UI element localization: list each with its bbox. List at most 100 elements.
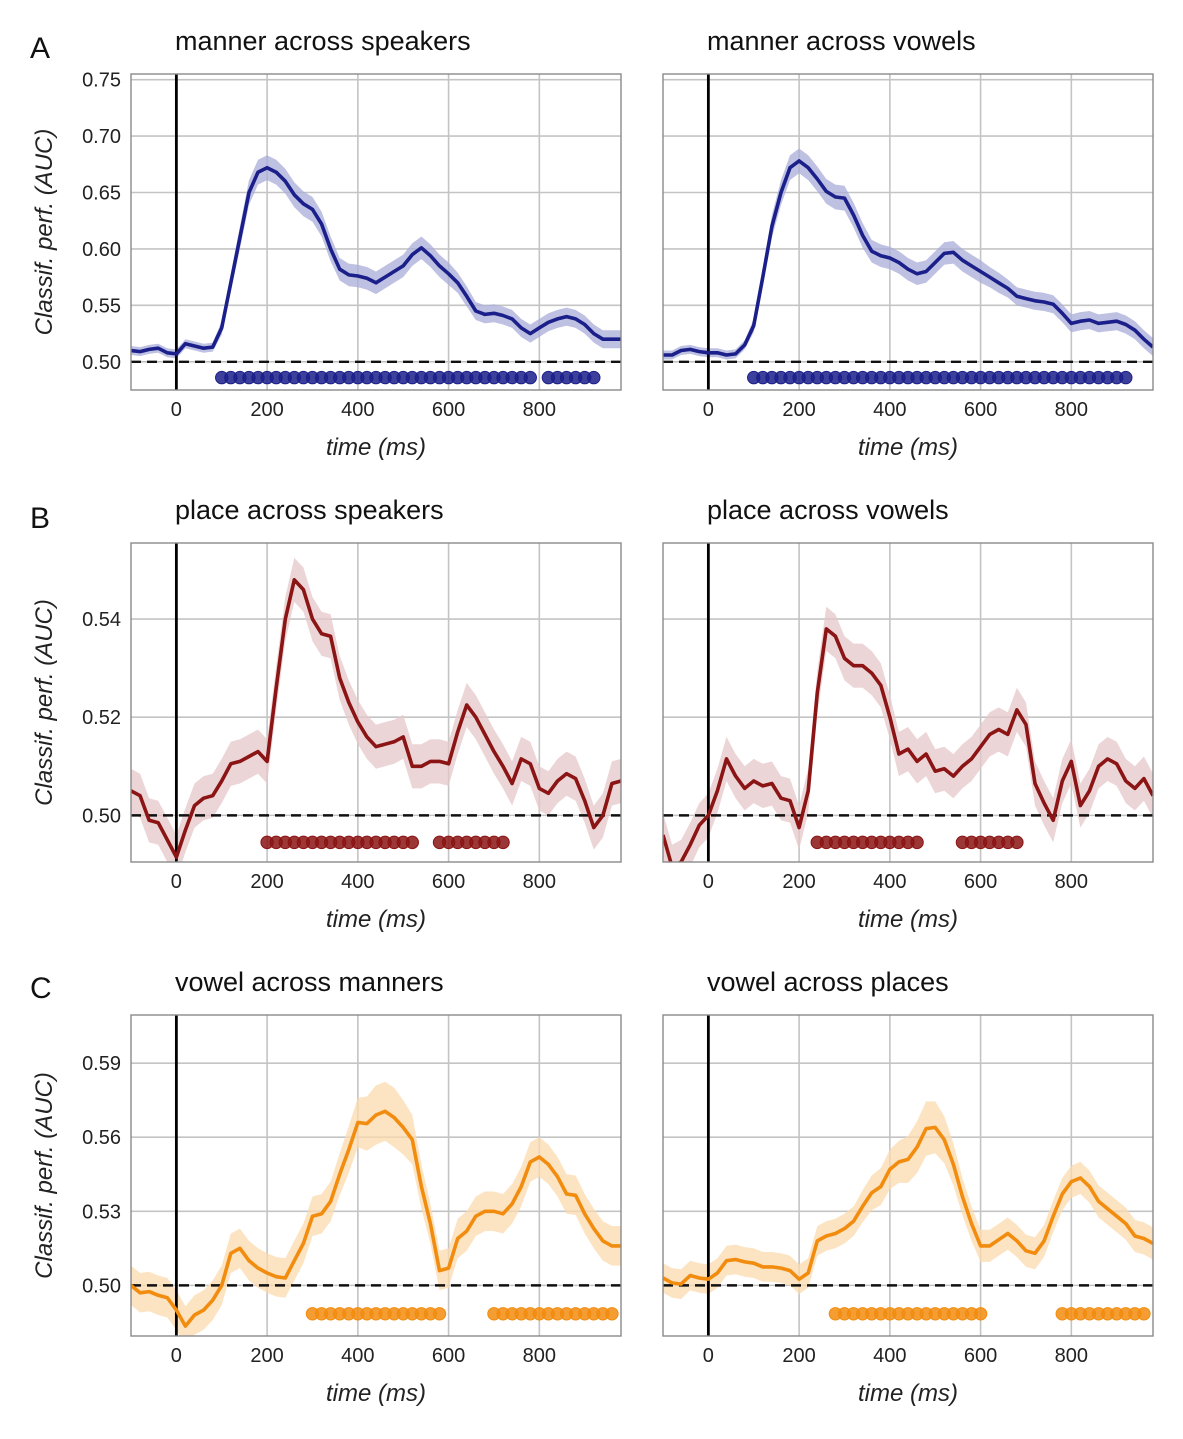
x-axis-label: time (ms) [858, 906, 958, 933]
x-tick-label: 200 [782, 399, 815, 421]
plot-area [131, 74, 621, 390]
y-axis-label: Classif. perf. (AUC) [31, 1072, 58, 1279]
y-tick-label: 0.75 [82, 70, 121, 92]
y-tick-label: 0.53 [82, 1201, 121, 1223]
x-tick-label: 0 [703, 399, 714, 421]
x-tick-label: 400 [341, 871, 374, 893]
y-tick-label: 0.70 [82, 126, 121, 148]
error-band [131, 557, 621, 862]
chart-title: place across vowels [707, 495, 949, 525]
plot-area [131, 1015, 621, 1336]
x-tick-label: 400 [341, 399, 374, 421]
chart-panel-4: 0 200 400 600 800 time (ms) place across vowel… [662, 495, 1154, 933]
x-tick-label: 400 [341, 1345, 374, 1367]
plot-frame [130, 1014, 622, 1337]
x-tick-label: 800 [1055, 871, 1088, 893]
series-line [131, 165, 621, 356]
y-tick-label: 0.60 [82, 239, 121, 261]
x-tick-label: 800 [1055, 399, 1088, 421]
x-tick-label: 0 [171, 871, 182, 893]
series-line [663, 627, 1153, 862]
plot-frame [130, 542, 622, 863]
chart-title: vowel across manners [175, 967, 444, 997]
x-tick-label: 600 [432, 399, 465, 421]
significance-marker [496, 835, 510, 850]
chart-panel-6: 0 200 400 600 800 time (ms) vowel across place… [662, 967, 1154, 1407]
plot-area [663, 543, 1153, 862]
x-axis-label: time (ms) [858, 434, 958, 461]
chart-panel-5: 0 200 400 600 800 0.50 0.53 0.56 0.59 time (ms) Cl… [30, 967, 622, 1407]
series-line [663, 159, 1153, 357]
significance-marker [910, 835, 924, 850]
x-tick-label: 800 [523, 399, 556, 421]
chart-title: vowel across places [707, 967, 949, 997]
plot-area [663, 1015, 1153, 1336]
x-tick-label: 0 [703, 871, 714, 893]
x-tick-label: 0 [171, 399, 182, 421]
y-tick-label: 0.50 [82, 352, 121, 374]
x-tick-label: 400 [873, 399, 906, 421]
x-tick-label: 200 [782, 1345, 815, 1367]
significance-marker [587, 370, 601, 385]
plot-frame [662, 542, 1154, 863]
x-tick-label: 800 [523, 871, 556, 893]
series-line [131, 1109, 621, 1328]
y-tick-label: 0.54 [82, 609, 121, 631]
x-tick-label: 400 [873, 1345, 906, 1367]
y-tick-label: 0.65 [82, 183, 121, 205]
x-tick-label: 800 [1055, 1345, 1088, 1367]
chart-title: manner across vowels [707, 26, 976, 56]
y-tick-label: 0.56 [82, 1127, 121, 1149]
x-axis-label: time (ms) [326, 1380, 426, 1407]
plot-frame [662, 73, 1154, 391]
x-tick-label: 0 [171, 1345, 182, 1367]
significance-marker [523, 370, 537, 385]
significance-marker [1010, 835, 1024, 850]
significance-marker [432, 1307, 447, 1321]
chart-panel-1: 0 200 400 600 800 0.50 0.55 0.60 0.65 0.70 0.75 tim… [30, 26, 622, 461]
x-tick-label: 200 [250, 399, 283, 421]
x-tick-label: 200 [250, 1345, 283, 1367]
series-line [131, 578, 621, 859]
panel-letter: C [30, 972, 52, 1005]
significance-marker [405, 835, 419, 850]
plot-frame [130, 73, 622, 391]
x-tick-label: 600 [432, 871, 465, 893]
plot-area [131, 543, 621, 862]
x-tick-label: 600 [432, 1345, 465, 1367]
x-tick-label: 800 [523, 1345, 556, 1367]
y-tick-label: 0.50 [82, 1275, 121, 1297]
x-axis-label: time (ms) [326, 906, 426, 933]
x-tick-label: 200 [782, 871, 815, 893]
x-tick-label: 600 [964, 399, 997, 421]
error-band [131, 1081, 621, 1336]
y-tick-label: 0.52 [82, 707, 121, 729]
significance-marker [605, 1307, 619, 1321]
y-axis-label: Classif. perf. (AUC) [31, 129, 58, 336]
x-axis-label: time (ms) [858, 1380, 958, 1407]
y-tick-label: 0.55 [82, 295, 121, 317]
error-band [663, 1101, 1153, 1299]
significance-marker [1119, 370, 1133, 385]
x-tick-label: 600 [964, 871, 997, 893]
y-axis-label: Classif. perf. (AUC) [31, 599, 58, 806]
x-tick-label: 0 [703, 1345, 714, 1367]
chart-title: place across speakers [175, 495, 444, 525]
series-line [663, 1125, 1153, 1286]
x-tick-label: 400 [873, 871, 906, 893]
chart-panel-3: 0 200 400 600 800 0.50 0.52 0.54 time (ms) Classi… [30, 495, 622, 933]
error-band [131, 155, 621, 359]
significance-marker [1137, 1307, 1151, 1321]
chart-panel-2: 0 200 400 600 800 time (ms) manner across vowe… [662, 26, 1154, 461]
plot-area [663, 74, 1153, 390]
panel-letter: B [30, 502, 50, 535]
significance-marker [973, 1307, 988, 1321]
panel-letter: A [30, 32, 50, 65]
y-tick-label: 0.50 [82, 805, 121, 827]
x-axis-label: time (ms) [326, 434, 426, 461]
chart-title: manner across speakers [175, 26, 471, 56]
error-band [663, 148, 1153, 360]
x-tick-label: 600 [964, 1345, 997, 1367]
y-tick-label: 0.59 [82, 1053, 121, 1075]
